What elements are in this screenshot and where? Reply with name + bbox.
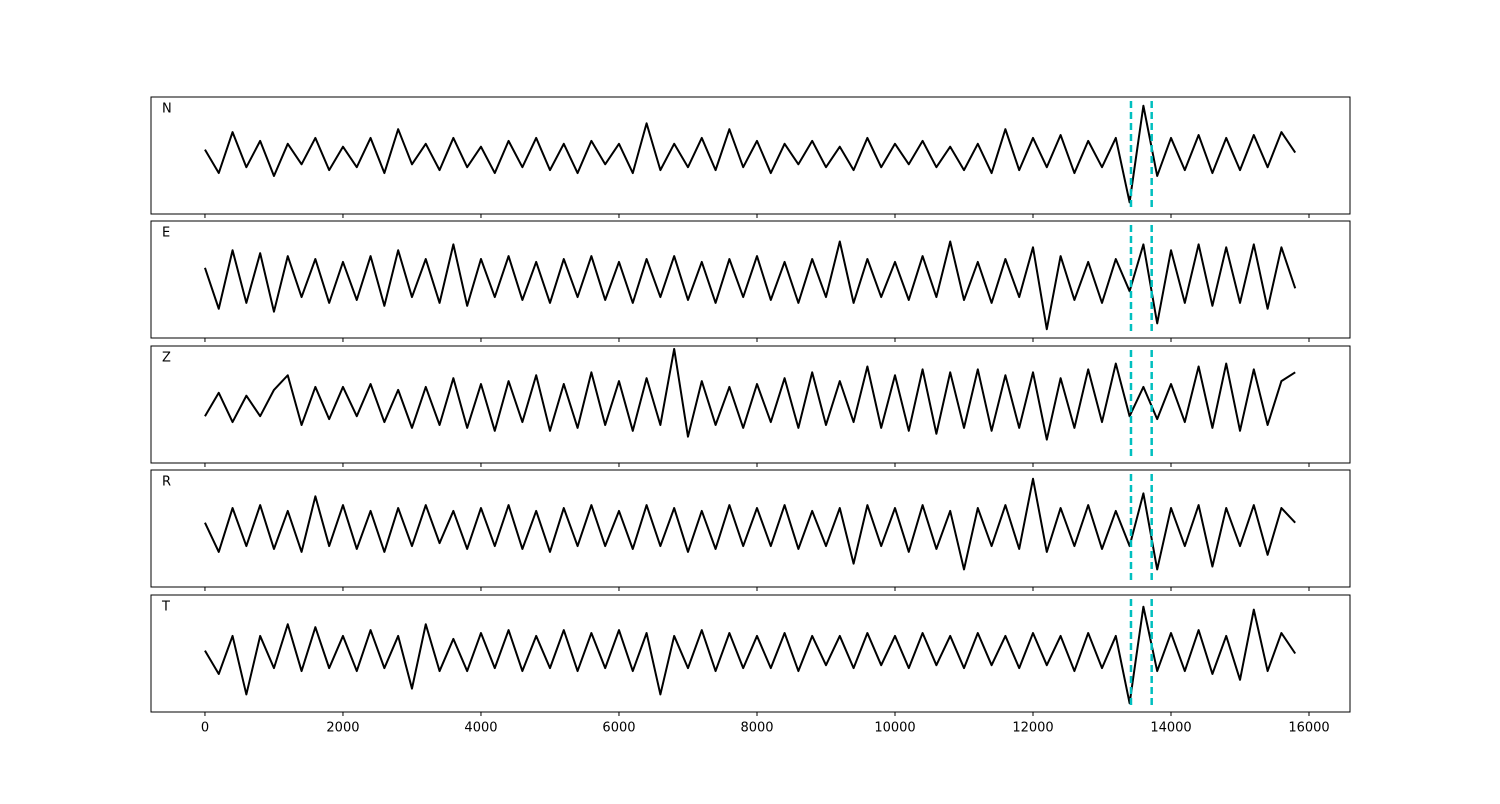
x-tick-label: 8000	[740, 721, 773, 736]
panel-frame	[150, 96, 1351, 215]
panel-label: R	[162, 475, 171, 490]
panel-frame	[150, 469, 1351, 588]
panel-label: E	[162, 226, 170, 241]
trace	[204, 104, 1297, 204]
panel-frame	[150, 220, 1351, 339]
x-tick-label: 4000	[464, 721, 497, 736]
x-tick-label: 16000	[1288, 721, 1329, 736]
trace	[204, 605, 1297, 705]
panel-label: Z	[162, 351, 171, 366]
panel-label: N	[162, 102, 172, 117]
trace	[204, 477, 1296, 571]
trace	[204, 240, 1297, 331]
trace	[204, 347, 1296, 441]
x-tick-label: 14000	[1150, 721, 1191, 736]
x-tick-label: 2000	[326, 721, 359, 736]
panel-frame	[150, 594, 1351, 713]
x-tick-label: 6000	[602, 721, 635, 736]
x-tick-label: 10000	[874, 721, 915, 736]
x-tick-label: 0	[201, 721, 209, 736]
x-tick-label: 12000	[1012, 721, 1053, 736]
panel-frame	[150, 345, 1351, 464]
panel-label: T	[161, 600, 170, 615]
